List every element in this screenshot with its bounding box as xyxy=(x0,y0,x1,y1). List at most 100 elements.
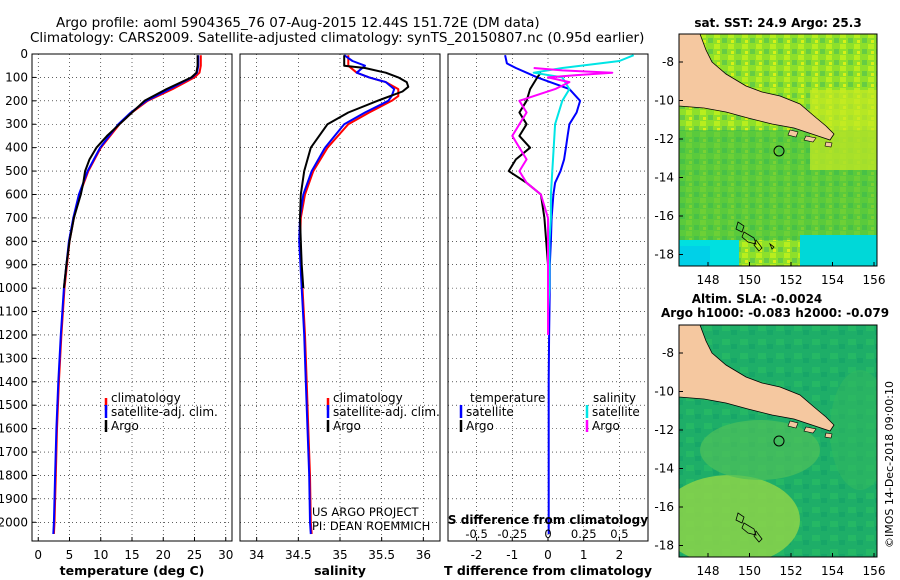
y-tick-label: 0 xyxy=(20,47,28,61)
reef-islands xyxy=(735,221,775,252)
sla-map-title-1: Altim. SLA: -0.0024 xyxy=(692,292,823,306)
lon-tick-label: 152 xyxy=(780,564,803,578)
temperature-legend: climatology satellite-adj. clim. Argo xyxy=(104,391,218,433)
lon-tick-label: 154 xyxy=(821,273,844,287)
s-diff-tick-label: 0 xyxy=(544,527,551,541)
lon-tick-label: 154 xyxy=(821,564,844,578)
lon-tick-label: 152 xyxy=(780,273,803,287)
s-diff-tick-label: 0.25 xyxy=(571,527,597,541)
x-tick-label: -2 xyxy=(471,548,483,562)
y-tick-label: 300 xyxy=(5,117,28,131)
lon-tick-label: 156 xyxy=(863,564,886,578)
lat-tick-label: -8 xyxy=(662,55,674,69)
y-tick-label: 1400 xyxy=(0,375,28,389)
y-tick-label: 1300 xyxy=(0,351,28,365)
series-line-climatology xyxy=(52,55,202,535)
lat-tick-label: -12 xyxy=(654,423,674,437)
x-tick-label: 35 xyxy=(332,548,347,562)
y-tick-label: 1700 xyxy=(0,445,28,459)
y-tick-label: 1200 xyxy=(0,328,28,342)
y-tick-label: 1100 xyxy=(0,305,28,319)
x-tick-label: 1 xyxy=(580,548,588,562)
reef-islands xyxy=(735,512,763,543)
x-tick-label: 25 xyxy=(187,548,202,562)
legend-title-salinity: salinity xyxy=(593,391,636,405)
x-tick-label: 20 xyxy=(156,548,171,562)
x-tick-label: 0 xyxy=(544,548,552,562)
lon-tick-label: 148 xyxy=(697,273,720,287)
argo-position-marker xyxy=(773,435,785,447)
series-line-argo xyxy=(62,55,199,289)
legend-title-temperature: temperature xyxy=(470,391,545,405)
s-difference-label: S difference from climatology xyxy=(448,513,648,527)
x-tick-label: 0 xyxy=(34,548,42,562)
lat-tick-label: -12 xyxy=(654,132,674,146)
y-tick-label: 200 xyxy=(5,94,28,108)
temperature-panel: 0 5 10 15 20 25 30 0 100 200 300 400 500 600 700 800 90… xyxy=(0,47,233,578)
imos-credit: ©IMOS 14-Dec-2018 09:00:10 xyxy=(883,381,896,548)
legend-label-argo: Argo xyxy=(111,419,139,433)
series-line-t-satellite xyxy=(504,54,582,534)
x-tick-label: 34 xyxy=(249,548,264,562)
sla-map-title-2: Argo h1000: -0.083 h2000: -0.079 xyxy=(661,306,889,320)
lon-tick-label: 150 xyxy=(738,273,761,287)
salinity-xlabel: salinity xyxy=(314,563,366,578)
islands xyxy=(787,129,833,148)
figure-title-line2: Climatology: CARS2009. Satellite-adjuste… xyxy=(30,30,644,46)
y-tick-label: 500 xyxy=(5,164,28,178)
lat-tick-label: -18 xyxy=(654,539,674,553)
sst-map-panel: sat. SST: 24.9 Argo: 25.3 xyxy=(654,16,885,287)
y-tick-label: 2000 xyxy=(0,515,28,529)
lat-tick-label: -14 xyxy=(654,462,674,476)
legend-label-s-satellite: satellite xyxy=(592,405,640,419)
y-tick-label: 900 xyxy=(5,258,28,272)
lat-tick-label: -14 xyxy=(654,171,674,185)
x-tick-label: -1 xyxy=(506,548,518,562)
lat-tick-label: -10 xyxy=(654,385,674,399)
x-tick-label: 36 xyxy=(416,548,431,562)
credit-project: US ARGO PROJECT xyxy=(312,505,420,519)
difference-legend: temperature satellite Argo salinity sate… xyxy=(459,391,640,433)
series-line-climatology xyxy=(299,55,400,535)
legend-label-t-satellite: satellite xyxy=(466,405,514,419)
sst-map-title: sat. SST: 24.9 Argo: 25.3 xyxy=(694,16,861,30)
lon-tick-label: 148 xyxy=(697,564,720,578)
series-line-t-argo xyxy=(507,72,549,289)
sst-map-frame xyxy=(678,33,878,267)
lon-tick-label: 150 xyxy=(738,564,761,578)
temperature-axes-frame xyxy=(31,53,233,542)
x-tick-label: 35.5 xyxy=(368,548,395,562)
y-tick-label: 1500 xyxy=(0,398,28,412)
legend-label-t-argo: Argo xyxy=(466,419,494,433)
x-tick-label: 2 xyxy=(616,548,624,562)
series-line-satellite-adj-clim- xyxy=(298,54,396,535)
lat-tick-label: -8 xyxy=(662,346,674,360)
lat-tick-label: -16 xyxy=(654,209,674,223)
y-tick-label: 400 xyxy=(5,141,28,155)
salinity-panel: 34 34.5 35 35.5 36 salinity climatology sate… xyxy=(239,53,441,578)
series-line-satellite-adj-clim- xyxy=(52,55,200,535)
land-new-guinea xyxy=(679,34,835,141)
legend-label-climatology: climatology xyxy=(111,391,181,405)
y-tick-label: 1000 xyxy=(0,281,28,295)
x-tick-label: 15 xyxy=(124,548,139,562)
difference-xlabel: T difference from climatology xyxy=(444,563,652,578)
sla-map-frame xyxy=(678,324,878,558)
legend-label-satellite: satellite-adj. clim. xyxy=(333,405,440,419)
y-tick-label: 1800 xyxy=(0,468,28,482)
y-tick-label: 800 xyxy=(5,234,28,248)
credit-pi: PI: DEAN ROEMMICH xyxy=(312,519,430,533)
lat-tick-label: -10 xyxy=(654,94,674,108)
series-line-s-argo xyxy=(511,67,614,335)
argo-position-marker xyxy=(773,145,785,157)
sla-map-panel: Altim. SLA: -0.0024 Argo h1000: -0.083 h… xyxy=(654,292,889,578)
land-new-guinea xyxy=(679,325,835,432)
y-tick-label: 1600 xyxy=(0,422,28,436)
y-tick-label: 1900 xyxy=(0,492,28,506)
islands xyxy=(787,420,833,439)
lon-tick-label: 156 xyxy=(863,273,886,287)
legend-label-satellite: satellite-adj. clim. xyxy=(111,405,218,419)
s-diff-tick-label: 0.5 xyxy=(610,527,628,541)
series-line-argo xyxy=(299,55,410,289)
legend-label-s-argo: Argo xyxy=(592,419,620,433)
